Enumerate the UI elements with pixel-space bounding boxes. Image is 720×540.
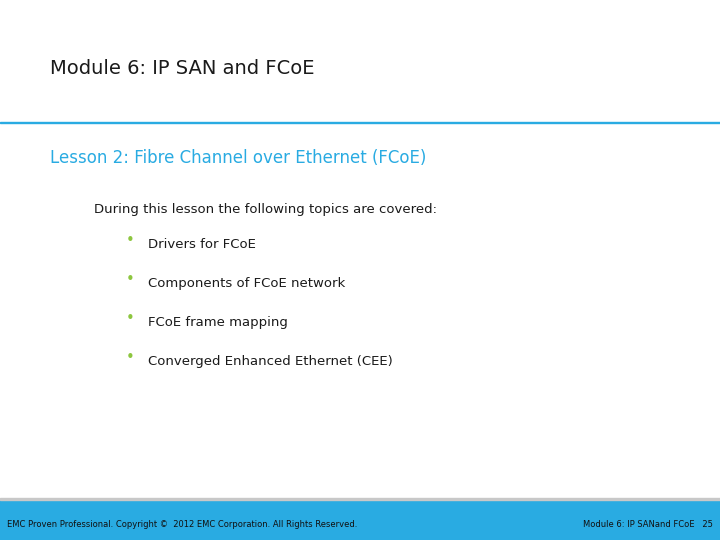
Text: EMC Proven Professional. Copyright ©  2012 EMC Corporation. All Rights Reserved.: EMC Proven Professional. Copyright © 201… bbox=[7, 520, 358, 529]
Text: Module 6: IP SANand FCoE   25: Module 6: IP SANand FCoE 25 bbox=[583, 520, 713, 529]
Text: Drivers for FCoE: Drivers for FCoE bbox=[148, 238, 256, 251]
Text: •: • bbox=[126, 349, 135, 364]
Text: Lesson 2: Fibre Channel over Ethernet (FCoE): Lesson 2: Fibre Channel over Ethernet (F… bbox=[50, 150, 427, 167]
Text: During this lesson the following topics are covered:: During this lesson the following topics … bbox=[94, 203, 436, 216]
Text: •: • bbox=[126, 272, 135, 287]
Text: FCoE frame mapping: FCoE frame mapping bbox=[148, 316, 287, 329]
Bar bbox=[0, 498, 720, 500]
Text: Module 6: IP SAN and FCoE: Module 6: IP SAN and FCoE bbox=[50, 59, 315, 78]
Text: •: • bbox=[126, 310, 135, 326]
Bar bbox=[0, 500, 720, 540]
Text: Converged Enhanced Ethernet (CEE): Converged Enhanced Ethernet (CEE) bbox=[148, 355, 392, 368]
Bar bbox=[0, 122, 720, 123]
Text: •: • bbox=[126, 233, 135, 248]
Text: Components of FCoE network: Components of FCoE network bbox=[148, 277, 345, 290]
